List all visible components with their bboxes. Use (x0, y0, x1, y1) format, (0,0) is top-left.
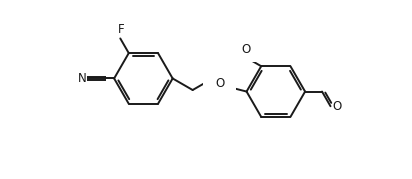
Text: O: O (215, 77, 224, 90)
Text: F: F (118, 23, 124, 36)
Text: O: O (241, 43, 250, 56)
Text: O: O (332, 100, 341, 113)
Text: N: N (77, 72, 87, 85)
